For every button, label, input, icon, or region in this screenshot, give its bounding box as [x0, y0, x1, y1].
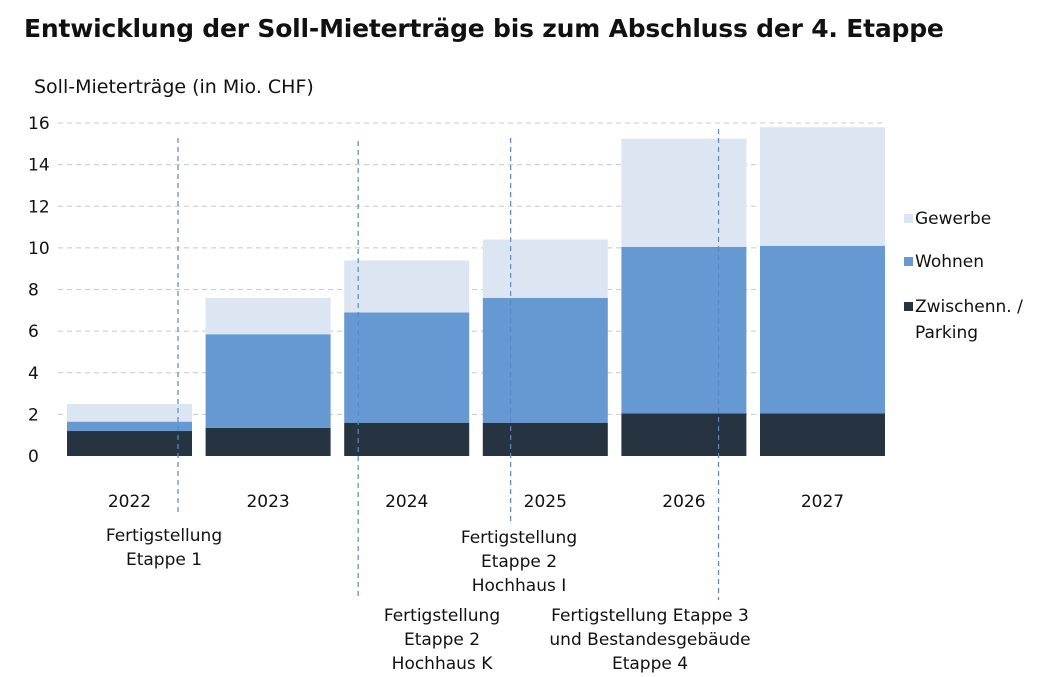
bar-zwischenn-parking-2024: [344, 422, 470, 456]
x-tick-label-2023: 2023: [246, 492, 289, 512]
y-tick-label: 14: [28, 156, 50, 176]
legend-item-wohnen: Wohnen: [904, 249, 1055, 275]
annotation-etappe-2-hochhaus-k: Fertigstellung Etappe 2 Hochhaus K: [383, 606, 501, 674]
y-tick-label: 4: [28, 364, 39, 384]
legend-swatch-gewerbe: [904, 214, 913, 223]
bar-gewerbe-2024: [344, 260, 470, 313]
bar-zwischenn-parking-2023: [205, 427, 331, 456]
bar-wohnen-2027: [760, 245, 885, 414]
legend-label-wohnen: Wohnen: [915, 252, 984, 272]
legend-label-gewerbe: Gewerbe: [915, 209, 992, 229]
x-tick-label-2026: 2026: [662, 492, 705, 512]
x-tick-label-2027: 2027: [801, 492, 844, 512]
y-tick-label: 6: [28, 322, 39, 342]
bar-gewerbe-2022: [67, 403, 192, 422]
y-tick-label: 8: [28, 281, 39, 301]
bar-wohnen-2026: [621, 246, 747, 414]
bar-gewerbe-2023: [205, 297, 331, 335]
bar-wohnen-2022: [67, 421, 192, 432]
chart-title: Entwicklung der Soll-Mieterträge bis zum…: [24, 14, 944, 43]
y-tick-label: 10: [28, 239, 50, 259]
x-tick-label-2024: 2024: [385, 492, 428, 512]
bar-gewerbe-2027: [760, 127, 885, 246]
bar-zwischenn-parking-2022: [67, 431, 192, 456]
legend-item-gewerbe: Gewerbe: [904, 206, 1055, 232]
legend-swatch-parking: [904, 302, 913, 311]
annotation-etappe-3-4: Fertigstellung Etappe 3 und Bestandesgeb…: [549, 606, 751, 674]
bar-zwischenn-parking-2026: [621, 413, 747, 456]
bar-wohnen-2025: [482, 297, 608, 423]
y-tick-label: 12: [28, 197, 50, 217]
bar-wohnen-2024: [344, 312, 470, 423]
y-tick-label: 0: [28, 447, 39, 467]
bar-gewerbe-2025: [482, 239, 608, 298]
legend-label-parking: Zwischenn. / Parking: [915, 297, 1023, 343]
bar-zwischenn-parking-2025: [482, 422, 608, 456]
x-tick-label-2025: 2025: [524, 492, 567, 512]
annotation-etappe-1: Fertigstellung Etappe 1: [105, 526, 223, 570]
annotation-etappe-2-hochhaus-i: Fertigstellung Etappe 2 Hochhaus I: [460, 528, 578, 596]
bar-gewerbe-2026: [621, 138, 747, 247]
bar-zwischenn-parking-2027: [760, 413, 885, 456]
y-tick-label: 2: [28, 405, 39, 425]
bar-wohnen-2023: [205, 334, 331, 428]
legend-item-parking: Zwischenn. / Parking: [904, 294, 1045, 346]
y-axis-label: Soll-Mieterträge (in Mio. CHF): [34, 76, 314, 98]
x-tick-label-2022: 2022: [108, 492, 151, 512]
y-tick-label: 16: [28, 114, 50, 134]
legend-swatch-wohnen: [904, 257, 913, 266]
